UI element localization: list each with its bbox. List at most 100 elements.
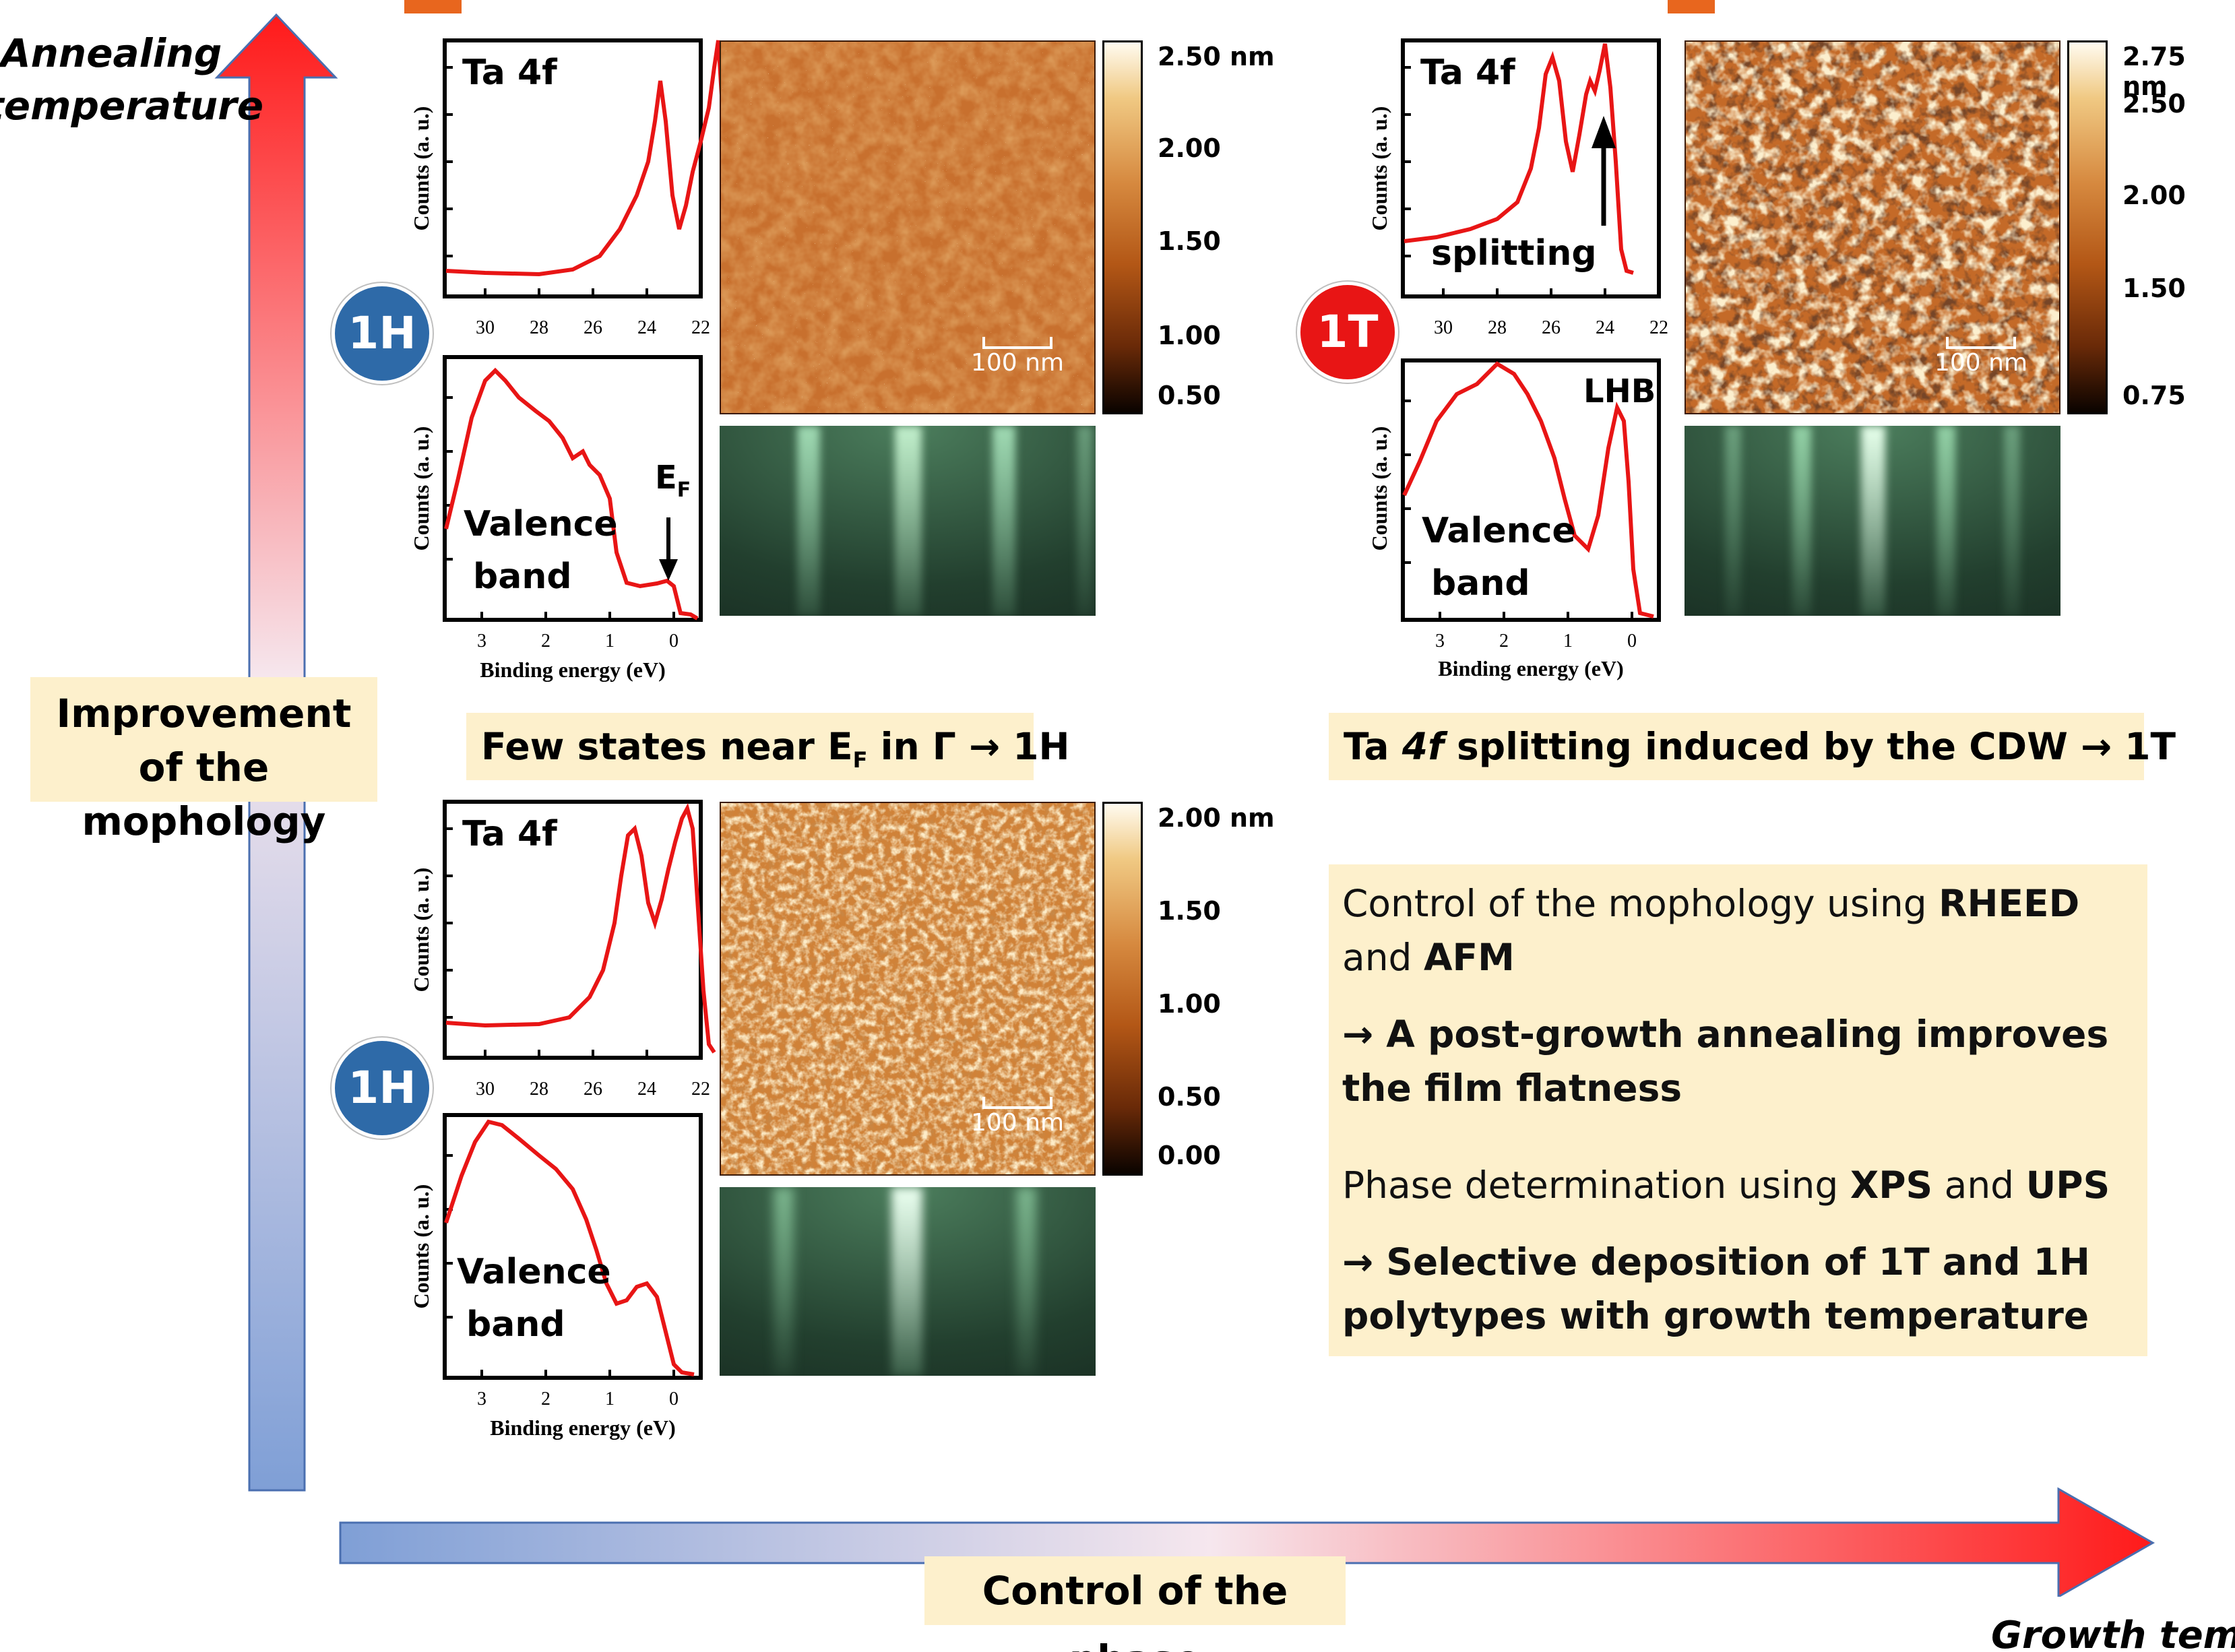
svg-text:0: 0 xyxy=(669,1389,679,1409)
ylabel-ups-bottom-left: Counts (a. u.) xyxy=(409,1184,433,1309)
colorbar-tick-bottom-left-3: 0.50 xyxy=(1158,1082,1221,1112)
svg-text:30: 30 xyxy=(1434,317,1453,338)
lhb-marker: LHB xyxy=(1583,373,1656,410)
ef-marker-top-left: EF xyxy=(655,459,691,502)
svg-text:24: 24 xyxy=(637,317,656,338)
rheed-image-bottom-left xyxy=(720,1187,1096,1376)
xps-title-bottom-left: Ta 4f xyxy=(462,814,558,854)
colorbar-tick-top-right-3: 1.50 xyxy=(2122,274,2186,303)
summary-line-1: Control of the mophology using RHEED and… xyxy=(1342,882,2080,979)
badge-bottom-left: 1H xyxy=(332,1038,433,1139)
svg-text:0: 0 xyxy=(1627,631,1637,652)
svg-text:22: 22 xyxy=(691,1079,710,1100)
colorbar-tick-top-left-3: 1.00 xyxy=(1158,321,1221,350)
badge-top-right: 1T xyxy=(1297,282,1398,383)
splitting-arrow-head xyxy=(1592,116,1616,148)
summary-box: Control of the mophology using RHEED and… xyxy=(1329,864,2147,1356)
ups-label-bottom-left-2: band xyxy=(466,1304,565,1345)
afm-scale-top-left: 100 nm xyxy=(970,337,1065,377)
afm-scale-top-right: 100 nm xyxy=(1934,337,2028,377)
ups-label-bottom-left-1: Valence xyxy=(457,1252,611,1292)
afm-image-bottom-left xyxy=(720,802,1096,1176)
svg-text:28: 28 xyxy=(1488,317,1507,338)
svg-text:28: 28 xyxy=(530,317,548,338)
colorbar-tick-bottom-left-2: 1.00 xyxy=(1158,989,1221,1019)
svg-text:26: 26 xyxy=(1542,317,1561,338)
ups-plot-top-right: LHB Valence band 3 2 1 0 Binding energy … xyxy=(1367,358,1661,680)
svg-text:22: 22 xyxy=(1649,317,1668,338)
xps-title-top-left: Ta 4f xyxy=(462,53,558,93)
afm-image-top-right xyxy=(1685,40,2060,414)
colorbar-tick-top-right-2: 2.00 xyxy=(2122,181,2186,210)
ylabel-xps-bottom-left: Counts (a. u.) xyxy=(409,868,433,992)
svg-text:30: 30 xyxy=(476,1079,495,1100)
svg-text:2: 2 xyxy=(541,1389,550,1409)
svg-text:3: 3 xyxy=(477,631,486,652)
splitting-annotation: splitting xyxy=(1431,233,1597,274)
svg-text:24: 24 xyxy=(1596,317,1614,338)
caption-1T: Ta 4f splitting induced by the CDW → 1T xyxy=(1329,713,2176,780)
ups-label-top-right-1: Valence xyxy=(1422,511,1576,551)
svg-text:28: 28 xyxy=(530,1079,548,1100)
svg-text:3: 3 xyxy=(1435,631,1445,652)
xps-plot-bottom-left: Ta 4f 30 28 26 24 22 Counts (a. u.) xyxy=(409,800,716,1100)
ylabel-ups-top-right: Counts (a. u.) xyxy=(1367,426,1391,551)
svg-text:3: 3 xyxy=(477,1389,486,1409)
colorbar-top-left xyxy=(1102,40,1143,414)
ef-arrow-head-top-left xyxy=(659,559,678,581)
colorbar-bottom-left xyxy=(1102,802,1143,1176)
svg-text:1: 1 xyxy=(1563,631,1573,652)
xlabel-bottom-left: Binding energy (eV) xyxy=(490,1416,676,1440)
colorbar-top-right xyxy=(2067,40,2108,414)
y-axis-arrow-label: Annealing temperature xyxy=(0,30,264,129)
ups-plot-bottom-left: Valence band 3 2 1 0 Binding energy (eV)… xyxy=(409,1113,703,1440)
svg-text:2: 2 xyxy=(541,631,550,652)
rheed-image-top-right xyxy=(1685,426,2060,616)
badge-top-left: 1H xyxy=(332,283,433,384)
afm-image-top-left xyxy=(720,40,1096,414)
ups-label-top-left-1: Valence xyxy=(464,504,618,544)
colorbar-tick-top-left-2: 1.50 xyxy=(1158,226,1221,256)
svg-text:26: 26 xyxy=(584,1079,602,1100)
colorbar-tick-bottom-left-1: 1.50 xyxy=(1158,896,1221,926)
horizontal-arrow xyxy=(339,1487,2155,1597)
xlabel-top-left: Binding energy (eV) xyxy=(480,658,666,682)
svg-text:1: 1 xyxy=(605,1389,615,1409)
ylabel-xps-top-right: Counts (a. u.) xyxy=(1367,106,1391,231)
ups-plot-top-left: Valence band EF 3 2 1 0 Binding energy (… xyxy=(409,355,703,682)
svg-text:2: 2 xyxy=(1499,631,1509,652)
xps-plot-top-right: Ta 4f splitting 30 28 26 24 22 Counts (a… xyxy=(1367,38,1668,338)
colorbar-tick-bottom-left-0: 2.00 nm xyxy=(1158,803,1275,833)
ylabel-xps-top-left: Counts (a. u.) xyxy=(409,106,433,231)
summary-line-2: → A post-growth annealing improves the f… xyxy=(1342,1013,2109,1110)
svg-text:30: 30 xyxy=(476,317,495,338)
caption-1H: Few states near EF in Γ → 1H xyxy=(466,713,1070,780)
colorbar-tick-top-right-1: 2.50 xyxy=(2122,89,2186,119)
ylabel-ups-top-left: Counts (a. u.) xyxy=(409,426,433,551)
ups-label-top-left-2: band xyxy=(473,557,572,597)
colorbar-tick-top-right-4: 0.75 xyxy=(2122,381,2186,410)
colorbar-tick-top-left-4: 0.50 xyxy=(1158,381,1221,410)
svg-text:1: 1 xyxy=(605,631,615,652)
afm-scale-bottom-left: 100 nm xyxy=(970,1097,1065,1137)
rheed-image-top-left xyxy=(720,426,1096,616)
summary-line-3: Phase determination using XPS and UPS xyxy=(1342,1164,2110,1207)
svg-text:26: 26 xyxy=(584,317,602,338)
x-axis-arrow-label: Growth temp xyxy=(1991,1614,2235,1652)
svg-text:0: 0 xyxy=(669,631,679,652)
ups-label-top-right-2: band xyxy=(1431,563,1530,604)
top-edge-mark-right xyxy=(1668,0,1715,13)
top-edge-mark-left xyxy=(404,0,462,13)
svg-text:24: 24 xyxy=(637,1079,656,1100)
colorbar-tick-bottom-left-4: 0.00 xyxy=(1158,1141,1221,1170)
xps-plot-top-left: Ta 4f 30 28 26 24 22 Counts (a. u.) xyxy=(409,38,721,338)
summary-line-4: → Selective deposition of 1T and 1H poly… xyxy=(1342,1240,2090,1337)
colorbar-tick-top-left-0: 2.50 nm xyxy=(1158,42,1275,71)
colorbar-tick-top-right-0: 2.75 nm xyxy=(2122,42,2186,101)
x-axis-note: Control of the phase xyxy=(924,1556,1346,1652)
colorbar-tick-top-left-1: 2.00 xyxy=(1158,133,1221,163)
xps-title-top-right: Ta 4f xyxy=(1420,53,1516,93)
xlabel-top-right: Binding energy (eV) xyxy=(1438,656,1624,680)
svg-text:22: 22 xyxy=(691,317,710,338)
